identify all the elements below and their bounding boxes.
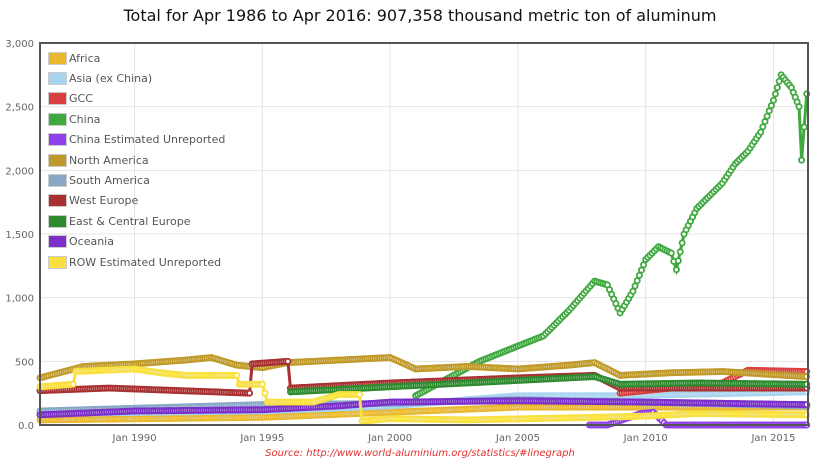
data-point-china bbox=[773, 84, 781, 92]
legend-label: GCC bbox=[69, 92, 93, 106]
legend-swatch bbox=[48, 214, 67, 228]
x-tick-label: Jan 2000 bbox=[367, 433, 412, 444]
legend-label: Asia (ex China) bbox=[69, 72, 153, 86]
data-point-china bbox=[795, 103, 803, 111]
data-point-china bbox=[674, 257, 682, 265]
y-tick-label: 2,000 bbox=[5, 166, 34, 177]
legend-label: East & Central Europe bbox=[69, 214, 191, 228]
data-point-row-estimated-unreported bbox=[258, 380, 266, 388]
data-point-west-europe bbox=[284, 357, 292, 365]
legend-item[interactable]: China Estimated Unreported bbox=[48, 130, 225, 150]
legend-swatch bbox=[48, 51, 67, 65]
data-point-china bbox=[798, 156, 806, 164]
legend-label: West Europe bbox=[69, 194, 139, 208]
y-tick-label: 500 bbox=[15, 357, 34, 368]
data-point-china bbox=[771, 90, 779, 98]
legend-label: ROW Estimated Unreported bbox=[69, 255, 222, 269]
data-point-china bbox=[678, 239, 686, 247]
legend-item[interactable]: Oceania bbox=[48, 232, 225, 252]
legend-swatch bbox=[48, 255, 67, 269]
data-point-row-estimated-unreported bbox=[233, 371, 241, 379]
data-point-row-estimated-unreported bbox=[69, 380, 77, 388]
x-tick-label: Jan 1990 bbox=[112, 433, 157, 444]
legend-swatch bbox=[48, 194, 67, 208]
data-point-china bbox=[800, 123, 808, 131]
y-tick-label: 1,500 bbox=[5, 230, 34, 241]
legend: Africa Asia (ex China) GCC China China Estim… bbox=[48, 48, 225, 272]
x-tick-label: Jan 2010 bbox=[623, 433, 668, 444]
legend-item[interactable]: Asia (ex China) bbox=[48, 68, 225, 88]
data-point-china bbox=[775, 77, 783, 85]
legend-item[interactable]: China bbox=[48, 109, 225, 129]
legend-swatch bbox=[48, 235, 67, 249]
source-link[interactable]: Source: http://www.world-aluminium.org/s… bbox=[265, 448, 575, 459]
legend-swatch bbox=[48, 174, 67, 188]
legend-item[interactable]: South America bbox=[48, 170, 225, 190]
y-tick-label: 1,000 bbox=[5, 294, 34, 305]
legend-label: South America bbox=[69, 174, 150, 188]
legend-label: Africa bbox=[69, 51, 101, 65]
legend-item[interactable]: Africa bbox=[48, 48, 225, 68]
data-point-china bbox=[769, 96, 777, 104]
data-point-china bbox=[672, 266, 680, 274]
x-tick-label: Jan 1995 bbox=[239, 433, 284, 444]
legend-label: China bbox=[69, 112, 101, 126]
legend-swatch bbox=[48, 153, 67, 167]
x-tick-label: Jan 2015 bbox=[750, 433, 795, 444]
legend-swatch bbox=[48, 112, 67, 126]
legend-swatch bbox=[48, 92, 67, 106]
data-point-row-estimated-unreported bbox=[261, 389, 269, 397]
data-point-west-europe bbox=[246, 389, 254, 397]
legend-swatch bbox=[48, 133, 67, 147]
data-point-china bbox=[667, 249, 675, 257]
chart-title: Total for Apr 1986 to Apr 2016: 907,358 … bbox=[123, 6, 717, 25]
x-tick-label: Jan 2005 bbox=[495, 433, 540, 444]
legend-item[interactable]: North America bbox=[48, 150, 225, 170]
plot-frame bbox=[39, 42, 809, 426]
y-tick-label: 3,000 bbox=[5, 39, 34, 50]
legend-item[interactable]: West Europe bbox=[48, 191, 225, 211]
legend-label: China Estimated Unreported bbox=[69, 133, 226, 147]
y-tick-label: 2,500 bbox=[5, 103, 34, 114]
y-tick-label: 0.0 bbox=[18, 421, 34, 432]
legend-item[interactable]: East & Central Europe bbox=[48, 211, 225, 231]
legend-item[interactable]: GCC bbox=[48, 89, 225, 109]
legend-label: Oceania bbox=[69, 235, 114, 249]
data-point-china bbox=[676, 248, 684, 256]
legend-item[interactable]: ROW Estimated Unreported bbox=[48, 252, 225, 272]
data-point-row-estimated-unreported bbox=[355, 390, 363, 398]
series-line-china bbox=[414, 71, 809, 398]
legend-label: North America bbox=[69, 153, 149, 167]
legend-swatch bbox=[48, 72, 67, 86]
